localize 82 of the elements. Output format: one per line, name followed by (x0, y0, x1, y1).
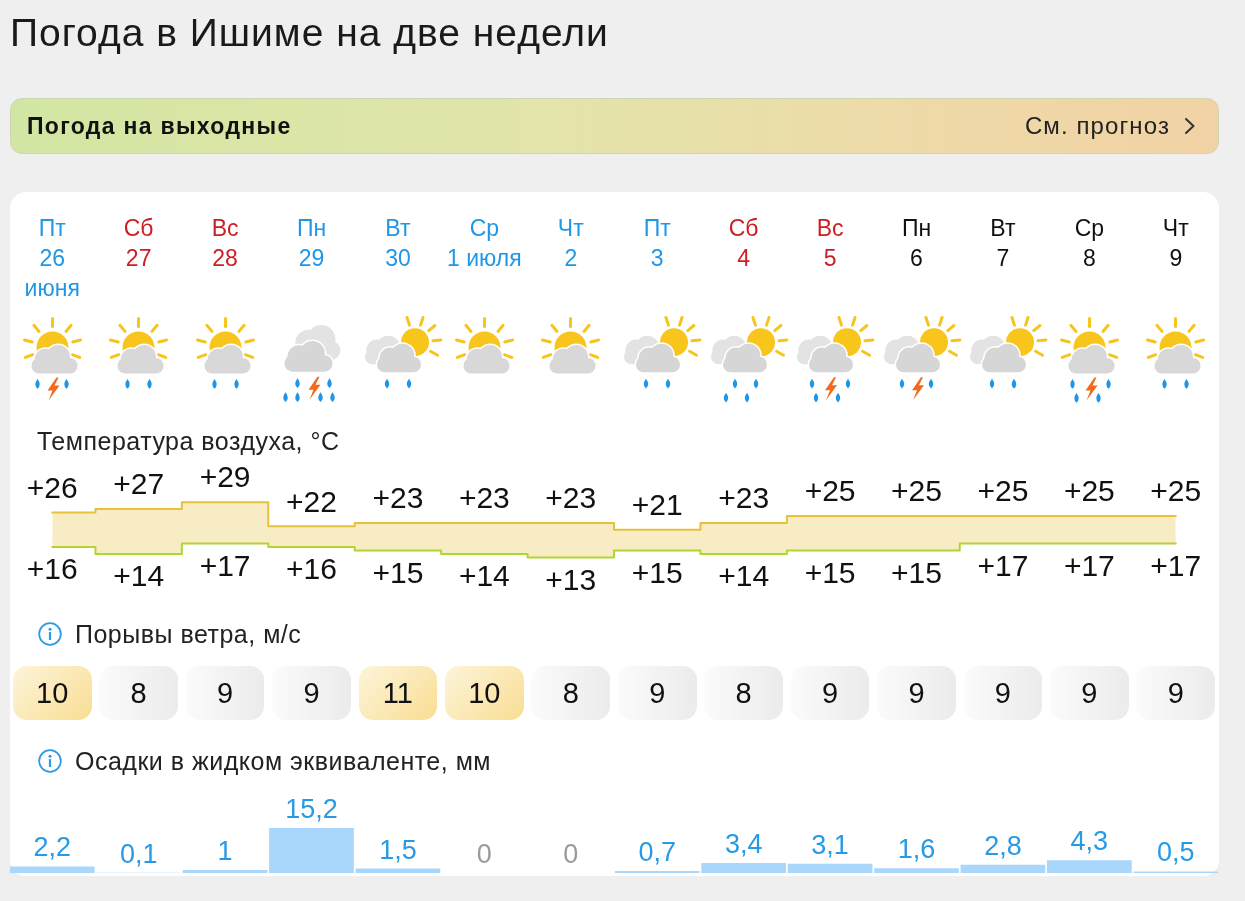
data-label: +14 (458, 559, 510, 593)
data-label: 9 (908, 677, 925, 709)
data-label: +25 (977, 474, 1029, 508)
data-label: +22 (286, 484, 337, 518)
data-label: +21 (631, 488, 683, 522)
data-label: 8 (130, 677, 147, 709)
x-tick-label: Ср 1 июля (447, 215, 522, 272)
data-label: +23 (718, 481, 770, 515)
data-label: 8 (735, 677, 752, 709)
data-label: 9 (649, 677, 666, 709)
x-tick-label: Вт 30 (385, 215, 411, 272)
x-tick-label: Пн 29 (296, 215, 327, 272)
x-tick-label: Пн 6 (901, 215, 932, 272)
bar (269, 828, 354, 873)
x-tick-label: Вт 7 (990, 215, 1016, 272)
data-label: 2,2 (33, 832, 71, 863)
x-tick-label: Сб 27 (123, 215, 154, 272)
data-label: 2,8 (984, 830, 1022, 861)
x-tick-label: Пт 26 июня (24, 215, 80, 302)
data-label: +15 (891, 555, 942, 589)
data-label: +26 (26, 470, 78, 504)
data-label: +16 (286, 552, 337, 586)
data-label: 8 (562, 677, 579, 709)
data-label: +23 (372, 481, 424, 515)
data-label: 0,7 (638, 836, 676, 867)
data-label: 1 (217, 835, 233, 866)
x-tick-label: Вс 28 (211, 215, 239, 272)
data-label: 9 (216, 677, 234, 709)
data-label: 9 (994, 677, 1011, 709)
data-label: +25 (804, 474, 856, 508)
data-label: +17 (1063, 548, 1115, 582)
data-label: 1,5 (379, 834, 417, 865)
text: См. прогноз (1024, 111, 1170, 141)
data-label: +27 (113, 467, 165, 501)
x-tick-label: Ср 8 (1074, 215, 1105, 272)
data-label: +17 (199, 548, 251, 582)
data-label: +23 (458, 481, 510, 515)
x-tick-label: Чт 9 (1162, 215, 1190, 272)
chart-title: Осадки в жидком эквиваленте, мм (75, 746, 492, 776)
data-label: 10 (36, 677, 69, 709)
data-label: +25 (1063, 474, 1115, 508)
bar (9, 866, 95, 873)
data-label: 11 (382, 677, 413, 709)
data-label: +15 (372, 555, 424, 589)
bar (182, 870, 268, 873)
x-tick-label: Пт 3 (643, 215, 672, 272)
bar (874, 868, 959, 873)
data-label: +14 (718, 559, 770, 593)
text: Порывы ветра, м/с (75, 619, 302, 649)
data-label: 4,3 (1070, 826, 1109, 857)
bar (960, 864, 1046, 873)
x-tick-label: Чт 2 (557, 215, 585, 272)
data-label: +17 (977, 548, 1029, 582)
data-label: 9 (821, 677, 839, 709)
data-label: +29 (199, 460, 251, 494)
data-label: 10 (468, 677, 501, 709)
data-label: 0 (563, 838, 579, 869)
bar (787, 863, 873, 873)
text: Погода в Ишиме на две недели (10, 10, 609, 56)
data-label: +23 (545, 481, 597, 515)
data-label: 3,4 (724, 828, 763, 859)
data-label: 0,5 (1157, 837, 1195, 868)
data-label: 3,1 (811, 829, 849, 860)
x-tick-label: Сб 4 (728, 215, 759, 272)
data-label: 0 (476, 838, 492, 869)
data-label: +16 (26, 552, 78, 586)
data-label: +15 (631, 555, 683, 589)
data-label: +14 (113, 559, 165, 593)
data-label: 9 (303, 677, 320, 709)
data-label: 1,6 (897, 834, 936, 865)
chart-title: Температура воздуха, °C (37, 426, 340, 456)
text: Погода на выходные (27, 112, 292, 141)
data-label: +25 (891, 474, 942, 508)
x-tick-label: Вс 5 (816, 215, 844, 272)
data-label: 9 (1167, 677, 1184, 709)
data-label: 0,1 (119, 838, 158, 869)
data-label: 15,2 (285, 793, 338, 824)
data-label: +13 (545, 562, 597, 596)
data-label: +15 (804, 555, 856, 589)
data-label: 9 (1081, 677, 1098, 709)
data-label: +25 (1150, 474, 1202, 508)
data-label: +17 (1150, 548, 1202, 582)
